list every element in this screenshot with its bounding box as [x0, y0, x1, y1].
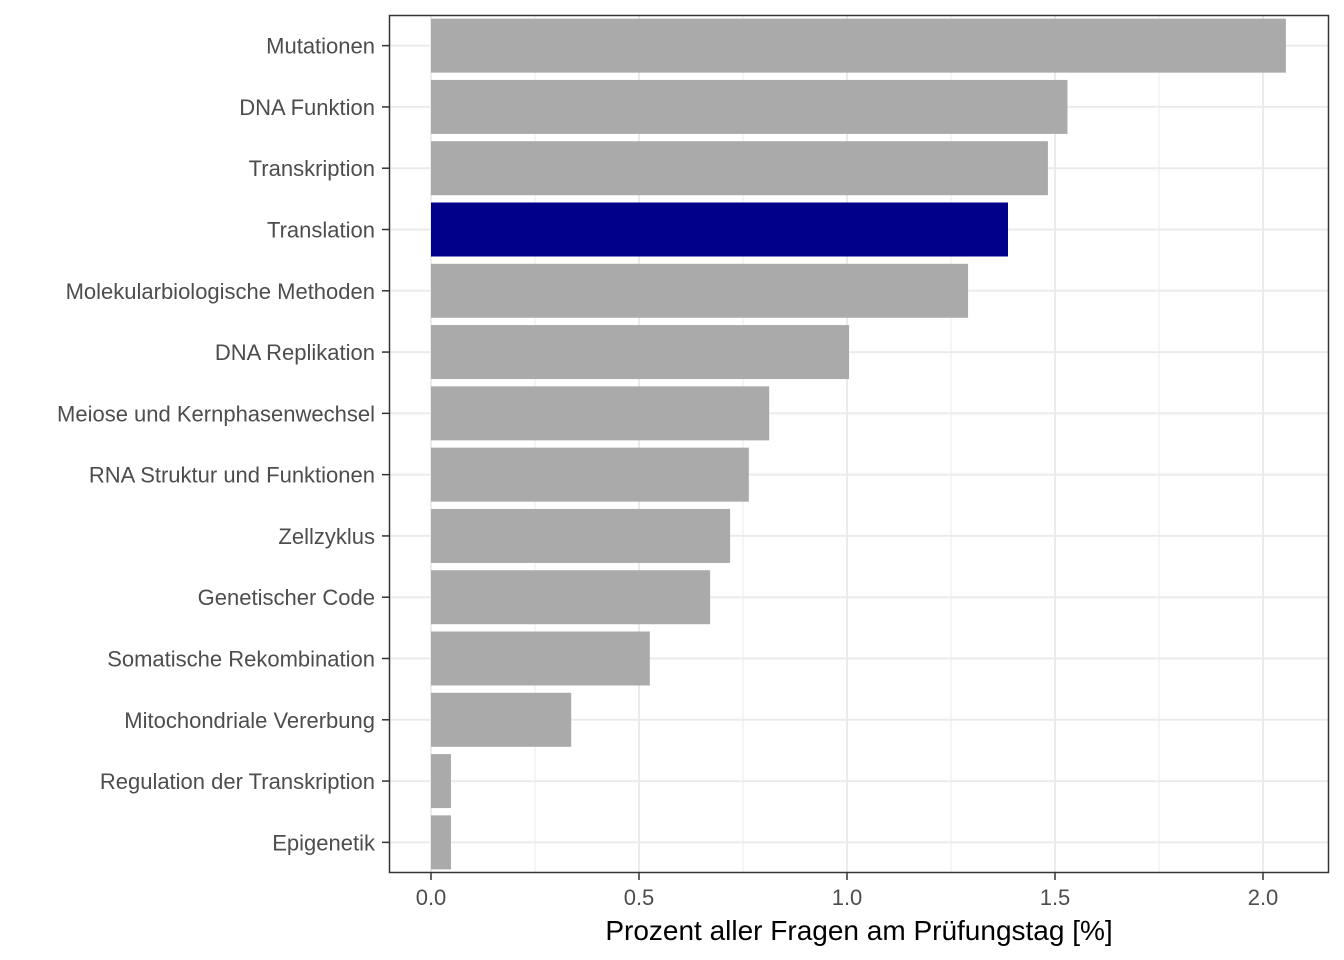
bar-regulation-der-transkription — [431, 754, 451, 809]
panel-border — [388, 14, 1330, 874]
y-tick-label: Molekularbiologische Methoden — [66, 279, 375, 304]
bar-rna-struktur-und-funktionen — [431, 447, 749, 502]
bar-epigenetik — [431, 815, 451, 870]
y-tick-label: Regulation der Transkription — [100, 769, 375, 794]
bar-dna-replikation — [431, 325, 850, 380]
bar-somatische-rekombination — [431, 631, 650, 686]
y-tick-label: Translation — [267, 218, 375, 243]
x-axis-label: Prozent aller Fragen am Prüfungstag [%] — [605, 915, 1112, 946]
bar-dna-funktion — [431, 79, 1068, 134]
bar-transkription — [431, 141, 1048, 196]
bar-mitochondriale-vererbung — [431, 692, 572, 747]
bar-translation — [431, 202, 1008, 257]
x-tick-label: 1.5 — [1040, 885, 1071, 910]
y-tick-label: RNA Struktur und Funktionen — [89, 463, 375, 488]
y-tick-label: Meiose und Kernphasenwechsel — [57, 401, 375, 426]
bar-meiose-und-kernphasenwechsel — [431, 386, 770, 441]
y-tick-label: DNA Funktion — [239, 95, 375, 120]
bar-zellzyklus — [431, 508, 731, 563]
y-tick-label: Mutationen — [266, 34, 375, 59]
bar-molekularbiologische-methoden — [431, 263, 969, 318]
x-tick-label: 0.0 — [416, 885, 447, 910]
y-tick-label: Genetischer Code — [198, 585, 375, 610]
bar-mutationen — [431, 18, 1286, 73]
x-tick-label: 2.0 — [1248, 885, 1279, 910]
y-tick-label: Mitochondriale Vererbung — [124, 708, 375, 733]
y-tick-label: Transkription — [249, 156, 375, 181]
y-tick-label: Somatische Rekombination — [107, 647, 375, 672]
x-tick-label: 0.5 — [624, 885, 655, 910]
y-tick-label: Epigenetik — [272, 830, 376, 855]
y-tick-label: Zellzyklus — [278, 524, 375, 549]
bar-genetischer-code — [431, 570, 711, 625]
x-tick-label: 1.0 — [832, 885, 863, 910]
y-tick-label: DNA Replikation — [215, 340, 375, 365]
